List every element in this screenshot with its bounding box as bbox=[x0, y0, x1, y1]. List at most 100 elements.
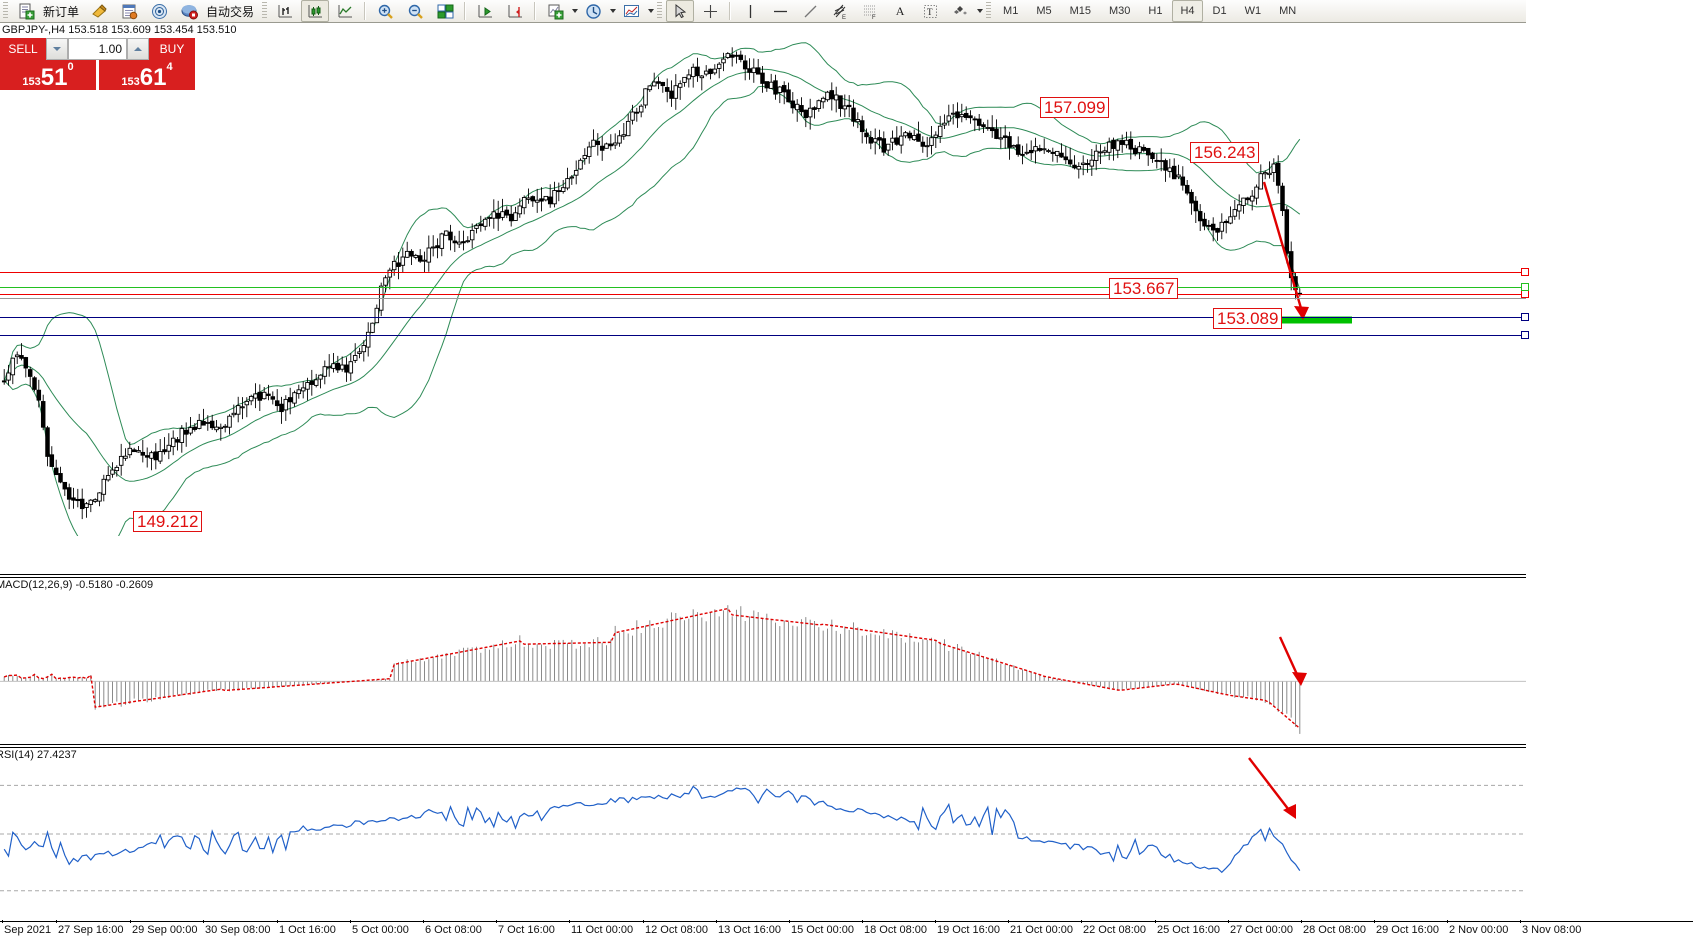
tile-windows-icon[interactable] bbox=[431, 0, 459, 22]
toolbar-separator-3 bbox=[534, 2, 537, 20]
auto-trading-icon[interactable] bbox=[175, 0, 203, 22]
sell-price-pips: 51 bbox=[40, 64, 68, 91]
vertical-line-icon[interactable] bbox=[736, 0, 764, 22]
price-callout-157.099[interactable]: 157.099 bbox=[1040, 97, 1110, 118]
templates-icon[interactable] bbox=[617, 0, 645, 22]
time-tick-label: 6 Oct 08:00 bbox=[425, 924, 482, 936]
svg-text:T: T bbox=[927, 7, 933, 17]
timeframe-m30[interactable]: M30 bbox=[1109, 5, 1131, 17]
timeframe-mn[interactable]: MN bbox=[1279, 5, 1297, 17]
level-line-153.667[interactable] bbox=[0, 287, 1526, 288]
rsi-down-arrow-annotation bbox=[1248, 757, 1296, 819]
expert-advisor-icon[interactable] bbox=[85, 0, 113, 22]
sell-price-fraction: 0 bbox=[67, 61, 74, 73]
level-line-153.510[interactable] bbox=[0, 298, 1526, 299]
time-tick-label: 3 Nov 08:00 bbox=[1522, 924, 1582, 936]
level-line-154.438[interactable] bbox=[0, 272, 1526, 273]
crosshair-icon[interactable] bbox=[696, 0, 724, 22]
toolbar-grip[interactable] bbox=[3, 2, 8, 20]
toolbar-grip-3[interactable] bbox=[657, 2, 663, 20]
new-order-icon[interactable] bbox=[12, 0, 40, 22]
buy-price-display[interactable]: 153 61 4 bbox=[99, 60, 195, 90]
level-handle-153.089[interactable] bbox=[1521, 313, 1529, 321]
chart-shift-icon[interactable] bbox=[471, 0, 499, 22]
line-chart-icon[interactable] bbox=[331, 0, 359, 22]
timeframe-m15[interactable]: M15 bbox=[1069, 5, 1091, 17]
rsi-pane[interactable] bbox=[0, 746, 1526, 922]
toolbar-grip-2[interactable] bbox=[262, 2, 268, 20]
main-toolbar: 新订单 自动交易 bbox=[0, 0, 1693, 23]
timeframe-d1[interactable]: D1 bbox=[1212, 5, 1227, 17]
volume-increase-button[interactable] bbox=[127, 38, 149, 60]
fibonacci-icon[interactable]: F bbox=[856, 0, 884, 22]
new-order-label: 新订单 bbox=[43, 4, 80, 19]
text-icon[interactable]: A bbox=[895, 3, 905, 18]
level-handle-154.053[interactable] bbox=[1521, 290, 1529, 298]
time-tick bbox=[277, 920, 278, 923]
timeframe-h4[interactable]: H4 bbox=[1172, 0, 1203, 22]
level-line-153.089[interactable] bbox=[0, 317, 1526, 318]
buy-button[interactable]: BUY bbox=[149, 38, 195, 60]
price-callout-153.667[interactable]: 153.667 bbox=[1109, 278, 1179, 299]
market-watch-icon[interactable] bbox=[145, 0, 173, 22]
time-tick-label: 11 Oct 00:00 bbox=[571, 924, 634, 936]
timeframe-m5[interactable]: M5 bbox=[1036, 5, 1052, 17]
level-line-152.669[interactable] bbox=[0, 335, 1526, 336]
symbol-ohlc-label: GBPJPY-,H4 153.518 153.609 153.454 153.5… bbox=[2, 24, 237, 36]
zoom-out-icon[interactable] bbox=[401, 0, 429, 22]
price-chart-pane[interactable] bbox=[0, 32, 1526, 536]
timeframe-m1[interactable]: M1 bbox=[1003, 5, 1019, 17]
time-axis[interactable]: Sep 2021 27 Sep 16:00 29 Sep 00:00 30 Sep 0… bbox=[0, 920, 1581, 941]
auto-scroll-icon[interactable] bbox=[501, 0, 529, 22]
volume-input[interactable]: 1.00 bbox=[68, 38, 127, 60]
toolbar-grip-4[interactable] bbox=[986, 2, 992, 20]
price-axis[interactable]: 158.305157.720157.135156.565155.980155.4… bbox=[1526, 0, 1693, 921]
level-handle-154.438[interactable] bbox=[1521, 268, 1529, 276]
buy-price-fraction: 4 bbox=[166, 61, 173, 73]
sell-price-display[interactable]: 153 51 0 bbox=[0, 60, 96, 90]
horizontal-line-icon[interactable] bbox=[766, 0, 794, 22]
time-tick-label: 30 Sep 08:00 bbox=[205, 924, 271, 936]
toolbar-separator bbox=[364, 2, 367, 20]
macd-pane[interactable] bbox=[0, 576, 1526, 744]
period-separator-icon[interactable] bbox=[579, 0, 607, 22]
volume-decrease-button[interactable] bbox=[46, 38, 68, 60]
shapes-dropdown-caret[interactable] bbox=[977, 9, 984, 13]
indicator-dropdown-caret[interactable] bbox=[572, 9, 579, 13]
rsi-chart-svg bbox=[0, 757, 1526, 892]
candlestick-chart-icon[interactable] bbox=[301, 0, 330, 22]
period-dropdown-caret[interactable] bbox=[610, 9, 617, 13]
time-tick-label: 27 Oct 00:00 bbox=[1230, 924, 1293, 936]
timeframe-h1[interactable]: H1 bbox=[1148, 5, 1163, 17]
templates-dropdown-caret[interactable] bbox=[648, 9, 655, 13]
indicator-list-icon[interactable] bbox=[541, 0, 569, 22]
time-tick bbox=[862, 920, 863, 923]
time-tick-label: 15 Oct 00:00 bbox=[791, 924, 854, 936]
price-callout-149.212[interactable]: 149.212 bbox=[133, 511, 203, 532]
price-callout-156.243[interactable]: 156.243 bbox=[1190, 142, 1260, 163]
text-label-icon[interactable]: T bbox=[916, 0, 944, 22]
chevron-up-icon bbox=[134, 47, 142, 51]
data-window-icon[interactable] bbox=[115, 0, 143, 22]
time-tick-label: 1 Oct 16:00 bbox=[279, 924, 336, 936]
sell-button[interactable]: SELL bbox=[0, 38, 46, 60]
level-line-154.053[interactable] bbox=[0, 294, 1526, 295]
timeframe-w1[interactable]: W1 bbox=[1244, 5, 1262, 17]
trendline-icon[interactable] bbox=[796, 0, 824, 22]
time-tick bbox=[1520, 920, 1521, 923]
time-tick-label: 7 Oct 16:00 bbox=[498, 924, 555, 936]
shapes-icon[interactable] bbox=[946, 0, 974, 22]
chevron-down-icon bbox=[53, 47, 61, 51]
macd-down-arrow-annotation bbox=[1278, 636, 1307, 686]
zoom-in-icon[interactable] bbox=[371, 0, 399, 22]
bar-chart-icon[interactable] bbox=[271, 0, 299, 22]
sell-price-whole: 153 bbox=[22, 76, 41, 88]
time-tick bbox=[1081, 920, 1082, 923]
level-handle-153.667[interactable] bbox=[1521, 283, 1529, 291]
cursor-icon[interactable] bbox=[666, 0, 695, 22]
price-callout-153.089[interactable]: 153.089 bbox=[1213, 308, 1283, 329]
equidistant-channel-icon[interactable]: E bbox=[826, 0, 854, 22]
level-handle-152.669[interactable] bbox=[1521, 331, 1529, 339]
time-tick-label: 19 Oct 16:00 bbox=[937, 924, 1000, 936]
time-tick-label: 25 Oct 16:00 bbox=[1157, 924, 1220, 936]
